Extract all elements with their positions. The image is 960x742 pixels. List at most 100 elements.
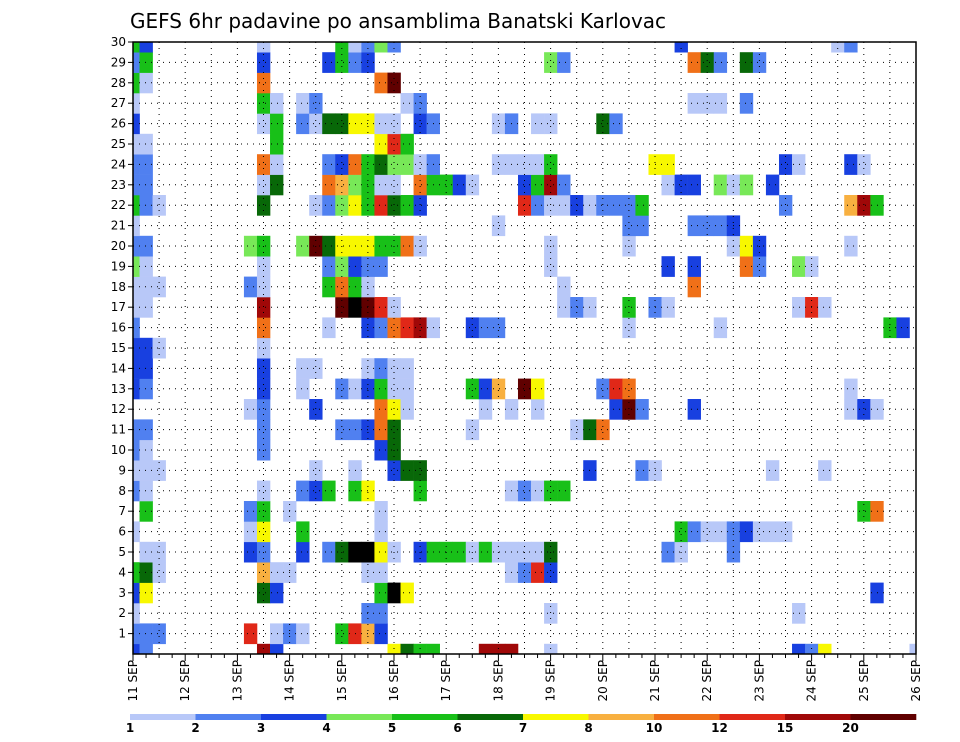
heatmap-cell: [256, 113, 271, 135]
heatmap-cell: [270, 174, 284, 196]
x-tick-label: 25 SEP: [857, 660, 871, 702]
heatmap-cell: [133, 419, 140, 441]
heatmap-cell: [296, 623, 310, 645]
heatmap-cell: [374, 358, 388, 379]
heatmap-cell: [296, 113, 310, 135]
heatmap-cell: [465, 419, 480, 441]
y-tick-label: 16: [111, 321, 126, 335]
heatmap-cell: [133, 623, 140, 645]
x-tick-label: 12 SEP: [178, 660, 192, 702]
heatmap-cell: [139, 42, 153, 53]
heatmap-cell: [256, 582, 271, 604]
heatmap-cell: [256, 562, 271, 583]
y-tick-label: 2: [118, 606, 126, 620]
heatmap-cell: [557, 195, 571, 216]
heatmap-cell: [361, 419, 375, 441]
y-tick-label: 27: [111, 96, 126, 110]
heatmap-cell: [243, 541, 258, 563]
heatmap-cell: [765, 521, 780, 543]
heatmap-cell: [700, 521, 715, 543]
heatmap-cell: [387, 174, 401, 196]
heatmap-cell: [531, 399, 545, 420]
heatmap-cell: [387, 399, 401, 420]
heatmap-cell: [596, 419, 610, 441]
colorbar-label: 20: [842, 721, 859, 735]
heatmap-cell: [133, 358, 140, 379]
heatmap-cell: [857, 195, 871, 216]
heatmap-cell: [544, 174, 558, 196]
heatmap-cell: [622, 215, 636, 237]
x-tick-label: 14 SEP: [283, 660, 297, 702]
heatmap-cell: [400, 358, 414, 379]
heatmap-cell: [752, 521, 767, 543]
x-tick-label: 11 SEP: [126, 660, 140, 702]
heatmap-cell: [296, 358, 310, 379]
heatmap-cell: [465, 378, 480, 400]
grid-lines: [133, 42, 916, 654]
heatmap-cell: [609, 399, 623, 420]
heatmap-cell: [687, 521, 701, 543]
colorbar-swatch: [326, 714, 393, 720]
heatmap-cell: [139, 256, 153, 277]
heatmap-cell: [296, 93, 310, 114]
heatmap-cell: [909, 643, 917, 655]
heatmap-cell: [687, 276, 701, 298]
y-axis: 1234567891011121314151617181920212223242…: [111, 35, 133, 641]
heatmap-cell: [413, 93, 427, 114]
heatmap-cell: [531, 154, 545, 175]
heatmap-cell: [635, 460, 649, 481]
heatmap-cell: [387, 460, 401, 481]
heatmap-cell: [133, 378, 140, 400]
heatmap-cell: [335, 195, 349, 216]
heatmap-cell: [270, 582, 284, 604]
heatmap-cell: [374, 378, 388, 400]
heatmap-cell: [139, 643, 153, 655]
heatmap-cell: [413, 174, 427, 196]
heatmap-cell: [322, 52, 336, 73]
heatmap-cell: [504, 643, 519, 655]
heatmap-cell: [596, 195, 610, 216]
heatmap-cell: [713, 317, 728, 339]
heatmap-cell: [133, 195, 140, 216]
heatmap-cell: [465, 317, 480, 339]
heatmap-cell: [361, 297, 375, 318]
heatmap-cell: [517, 174, 532, 196]
heatmap-cell: [374, 113, 388, 135]
heatmap-cell: [243, 521, 258, 543]
heatmap-cell: [243, 623, 258, 645]
heatmap-cell: [544, 256, 558, 277]
heatmap-cell: [439, 174, 454, 196]
heatmap-cell: [765, 174, 780, 196]
heatmap-cell: [739, 174, 754, 196]
heatmap-cell: [374, 582, 388, 604]
heatmap-cell: [256, 378, 271, 400]
heatmap-cell: [139, 439, 153, 461]
y-tick-label: 10: [111, 443, 126, 457]
heatmap-cell: [517, 480, 532, 502]
heatmap-cell: [309, 460, 323, 481]
heatmap-cell: [133, 337, 140, 359]
heatmap-cell: [792, 297, 806, 318]
heatmap-cell: [413, 113, 427, 135]
heatmap-cell: [844, 399, 858, 420]
x-axis: 11 SEP 12 SEP 13 SEP 14 SEP 15 SEP 16 SEP 17 S…: [126, 654, 923, 702]
heatmap-cell: [752, 52, 767, 73]
y-tick-label: 6: [118, 525, 126, 539]
heatmap-cell: [374, 623, 388, 645]
heatmap-cell: [361, 317, 375, 339]
y-tick-label: 7: [118, 504, 126, 518]
heatmap-cell: [400, 378, 414, 400]
colorbar-swatch: [130, 714, 196, 720]
heatmap-cell: [139, 623, 153, 645]
colorbar-swatch: [588, 714, 655, 720]
heatmap-cell: [818, 460, 832, 481]
heatmap-cell: [309, 93, 323, 114]
y-tick-label: 18: [111, 280, 126, 294]
colorbar: 1 2 3 4 5 6 7 8 10 12 15 20: [126, 714, 917, 735]
heatmap-cell: [687, 174, 701, 196]
heatmap-cell: [635, 195, 649, 216]
heatmap-cell: [400, 133, 414, 155]
heatmap-cell: [335, 174, 349, 196]
heatmap-cell: [256, 174, 271, 196]
